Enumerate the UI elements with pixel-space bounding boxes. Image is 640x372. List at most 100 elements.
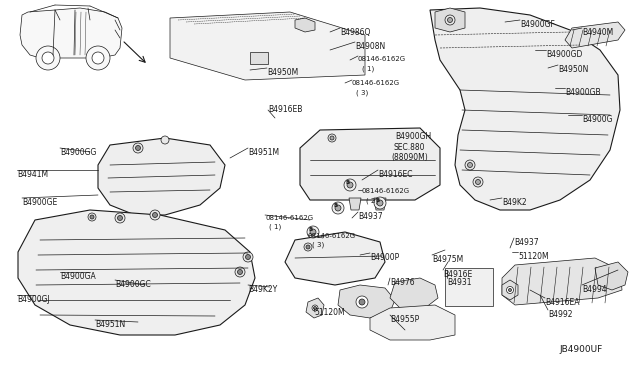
Polygon shape (565, 22, 625, 48)
Polygon shape (98, 138, 225, 215)
Text: B4951M: B4951M (248, 148, 279, 157)
Polygon shape (595, 262, 628, 290)
Text: ( 2): ( 2) (366, 197, 378, 203)
Polygon shape (435, 8, 465, 32)
Circle shape (332, 202, 344, 214)
Circle shape (136, 145, 141, 151)
Text: SEC.880: SEC.880 (393, 143, 424, 152)
Circle shape (88, 213, 96, 221)
Text: ( 3): ( 3) (356, 89, 368, 96)
Text: 51120M: 51120M (314, 308, 344, 317)
Polygon shape (295, 18, 315, 32)
Bar (445, 268, 493, 306)
Text: B4940M: B4940M (582, 28, 613, 37)
Circle shape (152, 212, 157, 218)
Text: JB4900UF: JB4900UF (559, 345, 602, 354)
Text: ( 1): ( 1) (269, 224, 281, 231)
Text: B4908N: B4908N (355, 42, 385, 51)
Text: B: B (346, 180, 349, 185)
Text: B4900GC: B4900GC (115, 280, 151, 289)
Circle shape (118, 215, 122, 221)
Polygon shape (306, 298, 324, 318)
Circle shape (304, 243, 312, 251)
Circle shape (330, 136, 334, 140)
Text: B4900GA: B4900GA (60, 272, 96, 281)
Text: 51120M: 51120M (518, 252, 548, 261)
Circle shape (335, 205, 341, 211)
Bar (250, 52, 268, 64)
Circle shape (447, 17, 452, 22)
Text: B4900GB: B4900GB (565, 88, 600, 97)
Circle shape (465, 160, 475, 170)
Circle shape (307, 226, 319, 238)
Text: ( 1): ( 1) (362, 65, 374, 71)
Circle shape (235, 267, 245, 277)
Text: B4916E: B4916E (443, 270, 472, 279)
Circle shape (377, 200, 383, 206)
Polygon shape (20, 8, 122, 58)
Text: B4931: B4931 (447, 278, 472, 287)
Text: B: B (333, 203, 338, 208)
Polygon shape (349, 198, 361, 210)
Polygon shape (502, 280, 518, 300)
Text: B4900GE: B4900GE (22, 198, 57, 207)
Text: B4900GH: B4900GH (395, 132, 431, 141)
Text: ( 3): ( 3) (312, 242, 324, 248)
Polygon shape (338, 285, 395, 318)
Text: 08146-6162G: 08146-6162G (358, 56, 406, 62)
Text: B4951N: B4951N (95, 320, 125, 329)
Circle shape (90, 215, 94, 219)
Circle shape (237, 269, 243, 275)
Text: 08146-6162G: 08146-6162G (308, 233, 356, 239)
Polygon shape (502, 258, 622, 305)
Text: (88090M): (88090M) (391, 153, 428, 162)
Circle shape (374, 197, 386, 209)
Circle shape (161, 136, 169, 144)
Text: B4900GJ: B4900GJ (17, 295, 50, 304)
Circle shape (306, 245, 310, 249)
Text: B4916EB: B4916EB (268, 105, 302, 114)
Circle shape (347, 182, 353, 188)
Circle shape (359, 299, 365, 305)
Circle shape (506, 286, 513, 294)
Text: B4992: B4992 (548, 310, 573, 319)
Text: B49K2: B49K2 (502, 198, 527, 207)
Text: B4937: B4937 (514, 238, 539, 247)
Text: B4916EA: B4916EA (545, 298, 579, 307)
Text: B4950M: B4950M (267, 68, 298, 77)
Circle shape (344, 179, 356, 191)
Text: B4950N: B4950N (558, 65, 588, 74)
Polygon shape (374, 198, 386, 210)
Circle shape (150, 210, 160, 220)
Polygon shape (370, 305, 455, 340)
Circle shape (476, 180, 481, 185)
Circle shape (42, 52, 54, 64)
Text: B: B (376, 198, 380, 203)
Polygon shape (300, 128, 440, 200)
Circle shape (92, 52, 104, 64)
Text: B4941M: B4941M (17, 170, 48, 179)
Text: B4900P: B4900P (370, 253, 399, 262)
Text: B4955P: B4955P (390, 315, 419, 324)
Text: B4975M: B4975M (432, 255, 463, 264)
Text: B4976: B4976 (390, 278, 415, 287)
Circle shape (467, 163, 472, 167)
Circle shape (328, 134, 336, 142)
Circle shape (356, 296, 368, 308)
Circle shape (312, 305, 318, 311)
Circle shape (133, 143, 143, 153)
Polygon shape (285, 232, 385, 285)
Polygon shape (18, 210, 255, 335)
Text: B4900GF: B4900GF (520, 20, 555, 29)
Text: B4900G: B4900G (582, 115, 612, 124)
Polygon shape (430, 8, 620, 210)
Polygon shape (170, 12, 365, 80)
Text: 08146-6162G: 08146-6162G (352, 80, 400, 86)
Text: B4900GD: B4900GD (546, 50, 582, 59)
Text: B4986Q: B4986Q (340, 28, 371, 37)
Text: B4916EC: B4916EC (378, 170, 413, 179)
Text: B: B (308, 227, 313, 232)
Text: B49K2Y: B49K2Y (248, 285, 277, 294)
Text: B4900GG: B4900GG (60, 148, 97, 157)
Circle shape (314, 307, 317, 310)
